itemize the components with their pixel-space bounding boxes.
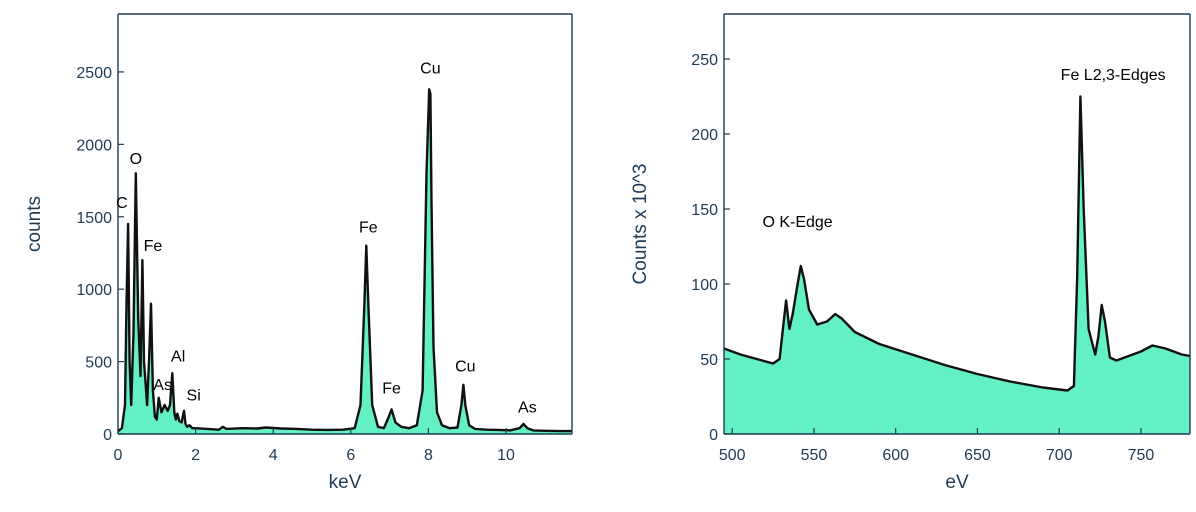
spectrum-area-0	[724, 96, 1190, 434]
spectrum-line-0	[117, 88, 572, 433]
y-axis-title: counts	[24, 196, 45, 252]
x-axis-title: eV	[945, 472, 969, 493]
y-tick-label: 1500	[76, 210, 112, 227]
peak-label: Fe	[382, 380, 401, 397]
x-tick-label: 6	[346, 447, 355, 464]
x-axis-title: keV	[329, 472, 362, 493]
peak-label: Al	[171, 349, 185, 366]
y-tick-label: 0	[709, 427, 718, 444]
y-tick-label: 200	[691, 127, 718, 144]
eels-spectrum-chart: 500 550 600 650 700 750 0 50 100 150 200 250 eV Count…	[630, 13, 1191, 493]
peak-label: Fe L2,3-Edges	[1061, 67, 1166, 84]
spectrum-line-0	[723, 95, 1191, 392]
x-tick-label: 500	[719, 447, 746, 464]
peak-label: O	[130, 151, 142, 168]
spectrum-area-0	[118, 89, 572, 435]
peak-label: As	[518, 399, 537, 416]
x-tick-label: 0	[114, 447, 123, 464]
x-tick-label: 600	[882, 447, 909, 464]
eds-spectrum-chart: 0 2 4 6 8 10 0 500 1000 1500 2000 2500 keV counts C O Fe…	[24, 13, 573, 493]
x-tick-label: 8	[424, 447, 433, 464]
peak-label: Cu	[455, 359, 475, 376]
x-tick-label: 750	[1128, 447, 1155, 464]
y-tick-label: 0	[103, 427, 112, 444]
y-tick-label: 2500	[76, 65, 112, 82]
peak-label: As	[153, 377, 172, 394]
peak-label: Fe	[359, 220, 378, 237]
x-tick-label: 650	[964, 447, 991, 464]
peak-label: Fe	[144, 238, 163, 255]
x-tick-label: 10	[497, 447, 515, 464]
x-tick-label: 700	[1046, 447, 1073, 464]
y-tick-label: 250	[691, 52, 718, 69]
peak-label: O K-Edge	[762, 214, 832, 231]
y-tick-label: 1000	[76, 282, 112, 299]
y-axis-title: Counts x 10^3	[630, 164, 651, 285]
x-tick-label: 2	[191, 447, 200, 464]
peak-label: C	[116, 195, 128, 212]
y-tick-label: 2000	[76, 137, 112, 154]
y-tick-label: 150	[691, 202, 718, 219]
x-tick-label: 4	[269, 447, 278, 464]
peak-label: Si	[187, 388, 201, 405]
y-tick-label: 100	[691, 277, 718, 294]
peak-label: Cu	[420, 60, 440, 77]
y-tick-label: 50	[700, 352, 718, 369]
y-tick-label: 500	[85, 355, 112, 372]
x-tick-label: 550	[801, 447, 828, 464]
